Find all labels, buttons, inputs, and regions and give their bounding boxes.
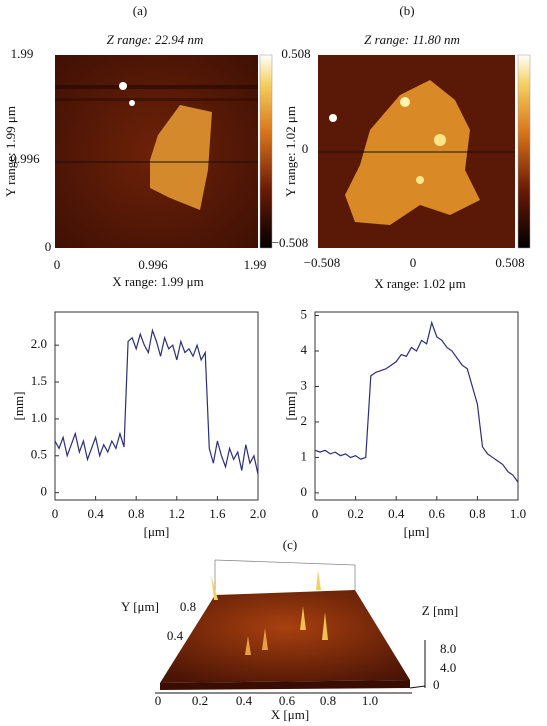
- x-tick-label: 1.2: [169, 506, 185, 521]
- x-tick-label: 0.4: [87, 506, 104, 521]
- y-tick-label: 5: [301, 307, 308, 322]
- x-tick-label: 0.508: [495, 255, 524, 270]
- x-tick-label: 0.6: [279, 693, 296, 708]
- x-tick-label: 0.6: [429, 506, 446, 521]
- y-tick-label: 0: [45, 239, 52, 254]
- y-axis-label: [mm]: [11, 392, 26, 421]
- y-tick-label: 2: [301, 413, 308, 428]
- profile-line: [314, 320, 519, 483]
- x-tick-label: 0.8: [320, 693, 336, 708]
- x-tick-label: 1.6: [209, 506, 226, 521]
- plot-frame: [314, 311, 519, 501]
- z-range: Z range: 11.80 nm: [364, 32, 460, 47]
- x-tick-label: 0.996: [138, 257, 168, 272]
- z-axis-label: Z [nm]: [422, 603, 458, 618]
- panel-label: (a): [133, 3, 147, 18]
- x-axis-label: X [μm]: [271, 707, 309, 722]
- y-tick-label: 0.4: [167, 628, 184, 643]
- x-tick-label: 0: [54, 257, 61, 272]
- x-tick-label: 1.0: [362, 693, 378, 708]
- x-range-label: X range: 1.02 μm: [374, 276, 465, 291]
- x-tick-label: 0.2: [347, 506, 363, 521]
- y-tick-label: 1.5: [31, 373, 47, 388]
- y-axis-label: Y [μm]: [121, 599, 159, 614]
- y-tick-label: 0: [41, 484, 48, 499]
- x-axis-label: [μm]: [144, 524, 170, 539]
- x-tick-label: 2.0: [250, 506, 266, 521]
- y-tick-label: 3: [301, 377, 308, 392]
- x-tick-label: 0: [312, 506, 319, 521]
- x-tick-label: 0.2: [192, 693, 208, 708]
- afm-image-a: [55, 54, 273, 249]
- y-tick-label: 4: [301, 342, 308, 357]
- x-tick-label: 0.4: [236, 693, 253, 708]
- y-axis-label: [mm]: [283, 392, 298, 421]
- x-tick-label: 0: [155, 693, 162, 708]
- x-axis-label: [μm]: [404, 524, 430, 539]
- y-tick-label: −0.508: [272, 235, 309, 250]
- y-tick-label: 1.99: [11, 46, 34, 61]
- y-tick-label: 0.8: [180, 599, 196, 614]
- y-tick-label: 0: [302, 141, 309, 156]
- x-tick-label: −0.508: [304, 255, 341, 270]
- z-range: Z range: 22.94 nm: [107, 32, 204, 47]
- y-tick-label: 0.5: [31, 447, 47, 462]
- afm-image-b: [318, 54, 531, 249]
- y-range-label: Y range: 1.99 μm: [3, 106, 18, 197]
- plot-frame: [54, 311, 259, 501]
- z-tick-label: 8.0: [440, 641, 456, 656]
- z-tick-label: 0: [433, 677, 440, 692]
- panel-label: (b): [399, 3, 414, 18]
- x-tick-label: 1.99: [244, 257, 267, 272]
- y-tick-label: 1: [301, 448, 308, 463]
- y-tick-label: 1.0: [31, 410, 47, 425]
- x-range-label: X range: 1.99 μm: [112, 274, 203, 289]
- x-tick-label: 0: [410, 255, 417, 270]
- y-tick-label: 0: [301, 484, 308, 499]
- y-tick-label: 0.508: [281, 46, 310, 61]
- y-tick-label: 2.0: [31, 336, 47, 351]
- x-tick-label: 0: [52, 506, 59, 521]
- panel-label: (c): [283, 537, 297, 552]
- x-tick-label: 0.8: [128, 506, 144, 521]
- surface-plot: [155, 559, 426, 694]
- z-tick-label: 4.0: [440, 660, 456, 675]
- y-range-label: Y range: 1.02 μm: [283, 106, 298, 197]
- y-tick-label: 0.996: [10, 151, 40, 166]
- x-tick-label: 0.8: [469, 506, 485, 521]
- x-tick-label: 0.4: [388, 506, 405, 521]
- x-tick-label: 1.0: [510, 506, 526, 521]
- profile-line: [54, 328, 259, 475]
